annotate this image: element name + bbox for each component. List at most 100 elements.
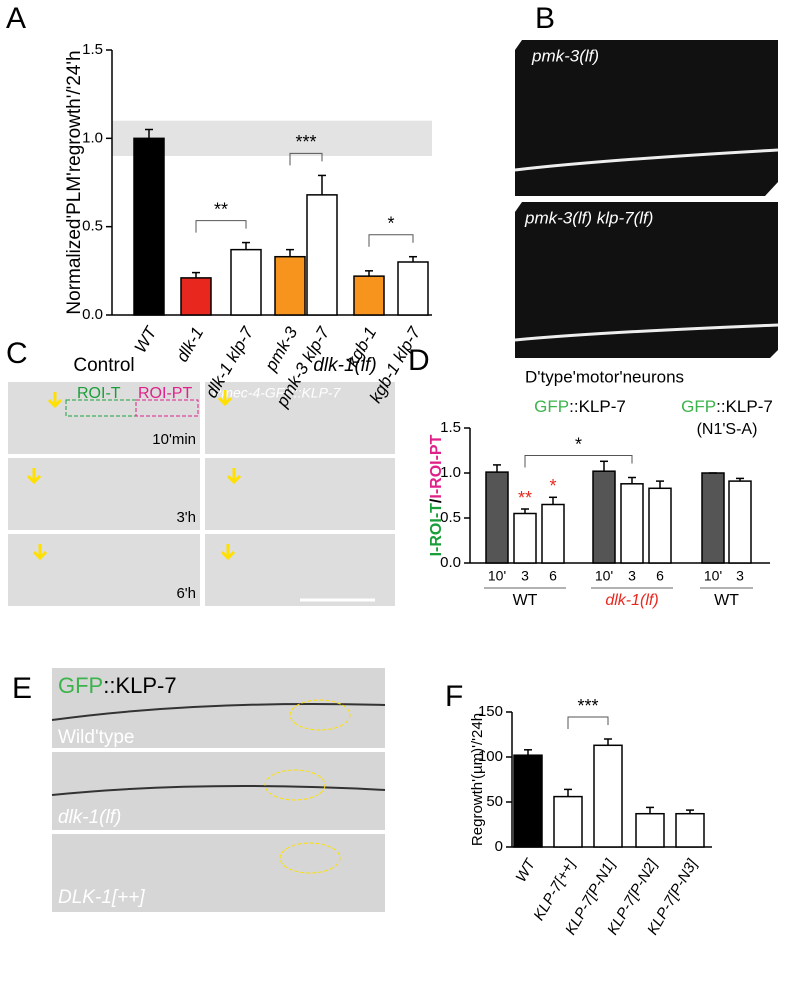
chart-title-part: GFP (681, 397, 716, 416)
y-tick-label: 100 (478, 748, 503, 765)
significance-bracket (289, 152, 323, 166)
chart-title: GFP::KLP-7 (681, 397, 773, 416)
group-label: dlk-1(lf) (605, 592, 658, 609)
micrograph (205, 534, 395, 606)
bar (701, 472, 725, 564)
x-tick-label: 3 (521, 568, 529, 584)
neuron (51, 703, 386, 721)
x-tick-label: 6 (656, 568, 664, 584)
panel-label: F (445, 680, 463, 713)
micrograph (515, 202, 778, 358)
x-tick-label: dlk-1 (172, 324, 207, 365)
chart-title: GFP::KLP-7 (534, 397, 626, 416)
time-label: 10'min (152, 431, 196, 448)
y-tick-label: 1.0 (440, 464, 461, 481)
title-part: ::KLP-7 (103, 673, 176, 698)
y-tick-label: 150 (478, 703, 503, 720)
bar (133, 137, 165, 316)
bar (485, 471, 509, 564)
bar (675, 812, 705, 848)
image-label: dlk-1(lf) (58, 807, 121, 828)
y-axis-label: Regrowth'(µm)'/'24h (469, 713, 486, 846)
image-label: DLK-1[++] (58, 887, 145, 908)
y-tick-label: 50 (486, 793, 503, 810)
micrograph (205, 382, 395, 454)
y-axis-label-part: / (428, 498, 445, 503)
bar-mark: ** (518, 488, 532, 508)
y-tick-label: 1.5 (82, 41, 103, 58)
micrograph (8, 534, 200, 606)
x-tick-label: 10' (595, 568, 613, 584)
micrograph (52, 668, 385, 748)
roi-label: ROI-PT (138, 385, 192, 402)
panel-label: B (535, 2, 555, 35)
image-title: GFP::KLP-7 (58, 673, 177, 698)
y-tick-label: 1.5 (440, 419, 461, 436)
chart-subtitle: (N1'S-A) (697, 421, 758, 438)
panel-e: GFP::KLP-7 Wild'type dlk-1(lf) DLK-1[++] (51, 668, 386, 912)
y-axis-label-part: I-ROI-T (428, 503, 445, 557)
y-tick-label: 0 (495, 838, 503, 855)
title-part: GFP (58, 673, 103, 698)
panel-label: D (408, 344, 430, 377)
group-label: WT (714, 592, 739, 609)
x-tick-label: 3 (628, 568, 636, 584)
bar (592, 470, 616, 564)
time-label: 6'h (176, 585, 196, 602)
neuron (514, 148, 779, 172)
chart-title-part: ::KLP-7 (569, 397, 626, 416)
micrograph (515, 40, 778, 196)
panel-label: A (6, 2, 26, 35)
neuron (51, 785, 386, 796)
x-tick-label: WT (131, 322, 161, 356)
column-title: dlk-1(lf) (313, 355, 376, 376)
y-axis-label: I-ROI-T/I-ROI-PT (428, 434, 445, 556)
bar (180, 277, 212, 316)
bar (230, 248, 262, 316)
panel-label: C (6, 337, 28, 370)
x-tick-label: 10' (704, 568, 722, 584)
y-tick-label: 0.5 (440, 509, 461, 526)
significance-label: *** (295, 132, 316, 152)
bar (513, 754, 543, 848)
bar (620, 483, 644, 564)
image-label: pmk-3(lf) (531, 46, 599, 65)
chart-title-part: ::KLP-7 (716, 397, 773, 416)
significance-label: * (387, 213, 394, 233)
bar-mark: * (549, 476, 556, 496)
group-label: WT (513, 592, 538, 609)
bar (553, 795, 583, 848)
bar (353, 275, 385, 316)
construct-label: Pmec-4-GFP::KLP-7 (212, 385, 342, 401)
bar (541, 503, 565, 564)
bar (397, 261, 429, 316)
time-label: 3'h (176, 509, 196, 526)
roi (289, 699, 351, 731)
column-title: Control (73, 355, 134, 376)
micrograph (8, 458, 200, 530)
arrows (26, 390, 242, 561)
image-label: Wild'type (58, 727, 134, 748)
bar (635, 812, 665, 848)
panel-labels: A B C D E F (6, 2, 555, 713)
panel-label: E (12, 672, 32, 705)
x-tick-label: 6 (549, 568, 557, 584)
bar (728, 480, 752, 564)
x-tick-label: WT (513, 855, 540, 885)
bar (306, 194, 338, 316)
neuron (514, 323, 779, 342)
chart-title-part: GFP (534, 397, 569, 416)
x-tick-label: 10' (488, 568, 506, 584)
significance-label: * (575, 434, 582, 454)
roi (279, 842, 341, 874)
significance-bracket (368, 234, 414, 247)
image-label: pmk-3(lf) klp-7(lf) (524, 208, 653, 227)
y-tick-label: 0.5 (82, 218, 103, 235)
bar (274, 255, 306, 316)
caption: D'type'motor'neurons (525, 367, 684, 386)
y-tick-label: 0.0 (82, 306, 103, 323)
significance-label: *** (577, 696, 598, 716)
reference-band (112, 120, 432, 156)
micrograph (8, 382, 200, 454)
